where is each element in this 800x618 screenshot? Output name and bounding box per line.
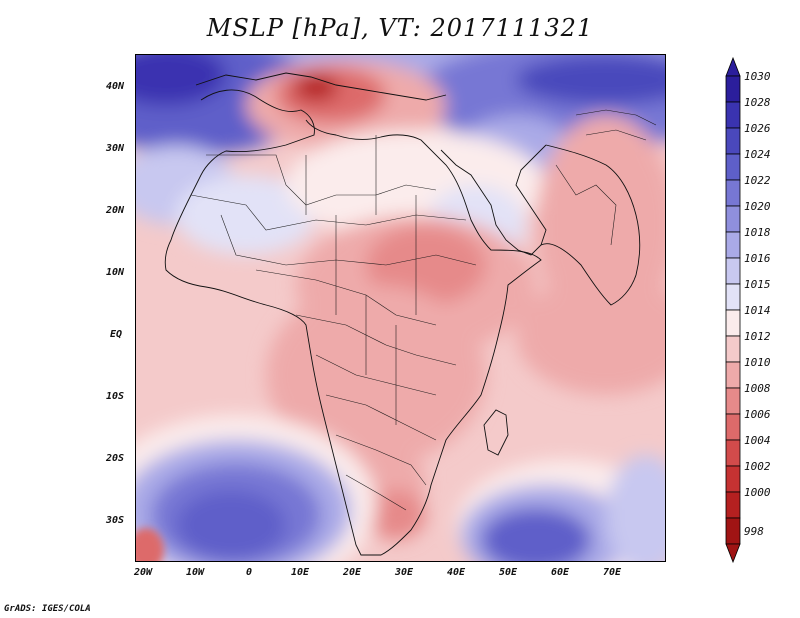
lon-tick-label: 70E (603, 567, 622, 578)
colorbar-swatch (725, 179, 741, 207)
colorbar-swatch (725, 75, 741, 103)
lat-tick-label: 30N (106, 143, 125, 154)
colorbar-swatch (725, 387, 741, 415)
colorbar-label: 1024 (744, 148, 771, 161)
colorbar-swatch (725, 101, 741, 129)
lat-tick-label: 20S (106, 453, 125, 464)
colorbar-label: 1016 (744, 252, 771, 265)
colorbar-label: 1022 (744, 174, 771, 187)
colorbar-swatch (725, 413, 741, 441)
colorbar-label: 1018 (744, 226, 771, 239)
colorbar-swatch (725, 283, 741, 311)
colorbar-min-arrow (725, 543, 741, 564)
lon-tick-label: 10E (291, 567, 310, 578)
colorbar-swatch (725, 205, 741, 233)
colorbar-label: 1006 (744, 408, 771, 421)
country-borders (190, 109, 657, 511)
colorbar-label: 1015 (744, 278, 771, 291)
lon-tick-label: 60E (551, 567, 570, 578)
colorbar-swatch (725, 231, 741, 259)
colorbar-label: 1004 (744, 434, 771, 447)
colorbar-swatch (725, 491, 741, 519)
colorbar-label: 1014 (744, 304, 771, 317)
lat-tick-label: EQ (110, 329, 123, 340)
lon-tick-label: 20E (343, 567, 362, 578)
lat-tick-label: 10N (106, 267, 125, 278)
colorbar-label: 1000 (744, 486, 771, 499)
chart-title: MSLP [hPa], VT: 2017111321 (206, 14, 594, 42)
colorbar-label: 1020 (744, 200, 771, 213)
colorbar-swatch (725, 517, 741, 545)
lon-tick-label: 30E (395, 567, 414, 578)
colorbar-label: 998 (744, 525, 764, 538)
lon-tick-label: 0 (246, 567, 253, 578)
colorbar-label: 1028 (744, 96, 771, 109)
lon-tick-label: 10W (186, 567, 205, 578)
colorbar-swatch (725, 257, 741, 285)
colorbar-label: 1008 (744, 382, 771, 395)
colorbar-swatch (725, 335, 741, 363)
colorbar: 1030 1028 1026 1024 1022 1020 1018 1016 1015 1014… (725, 56, 771, 564)
colorbar-max-arrow (725, 56, 741, 77)
lat-tick-label: 10S (106, 391, 125, 402)
colorbar-swatch (725, 127, 741, 155)
colorbar-label: 1030 (744, 70, 771, 83)
colorbar-swatch (725, 309, 741, 337)
colorbar-swatch (725, 465, 741, 493)
colorbar-label: 1010 (744, 356, 771, 369)
colorbar-label: 1002 (744, 460, 771, 473)
lon-tick-label: 50E (499, 567, 518, 578)
colorbar-swatch (725, 153, 741, 181)
lon-tick-label: 40E (447, 567, 466, 578)
mslp-map (135, 54, 666, 562)
credit-text: GrADS: IGES/COLA (4, 604, 91, 614)
colorbar-swatch (725, 361, 741, 389)
lat-tick-label: 20N (106, 205, 125, 216)
lat-tick-label: 30S (106, 515, 125, 526)
colorbar-label: 1026 (744, 122, 771, 135)
colorbar-swatch (725, 439, 741, 467)
lat-tick-label: 40N (106, 81, 125, 92)
coastlines (164, 72, 641, 556)
pressure-field (136, 55, 665, 561)
colorbar-label: 1012 (744, 330, 771, 343)
lon-tick-label: 20W (134, 567, 153, 578)
